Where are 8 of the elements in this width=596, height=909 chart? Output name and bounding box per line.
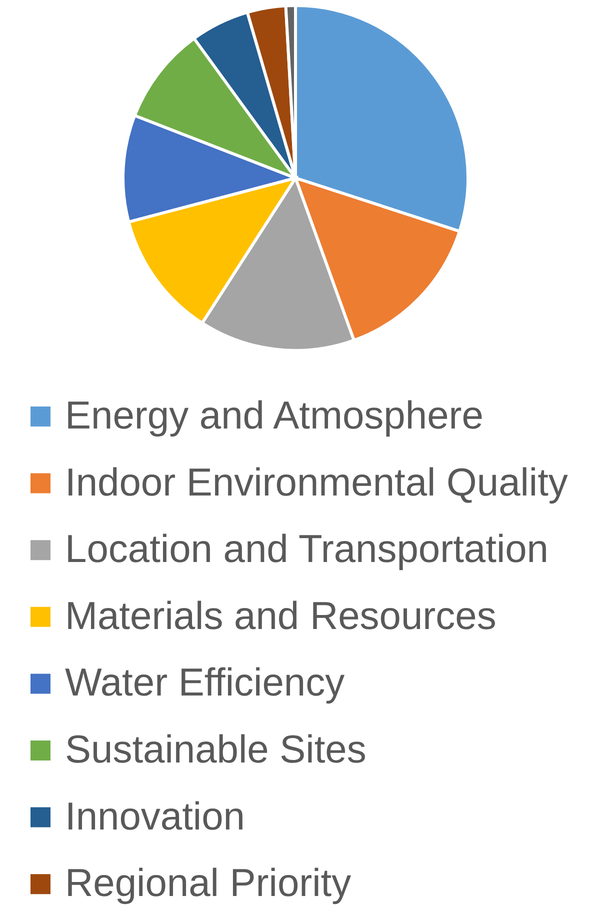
legend-label: Regional Priority <box>65 862 352 906</box>
legend-label: Location and Transportation <box>65 528 549 572</box>
legend-label: Energy and Atmosphere <box>65 394 484 438</box>
legend-label: Materials and Resources <box>65 594 496 638</box>
legend-label: Innovation <box>65 795 245 838</box>
legend-label: Water Efficiency <box>65 662 346 705</box>
legend-label: Sustainable Sites <box>65 728 366 772</box>
legend-label: Indoor Environmental Quality <box>65 461 568 504</box>
